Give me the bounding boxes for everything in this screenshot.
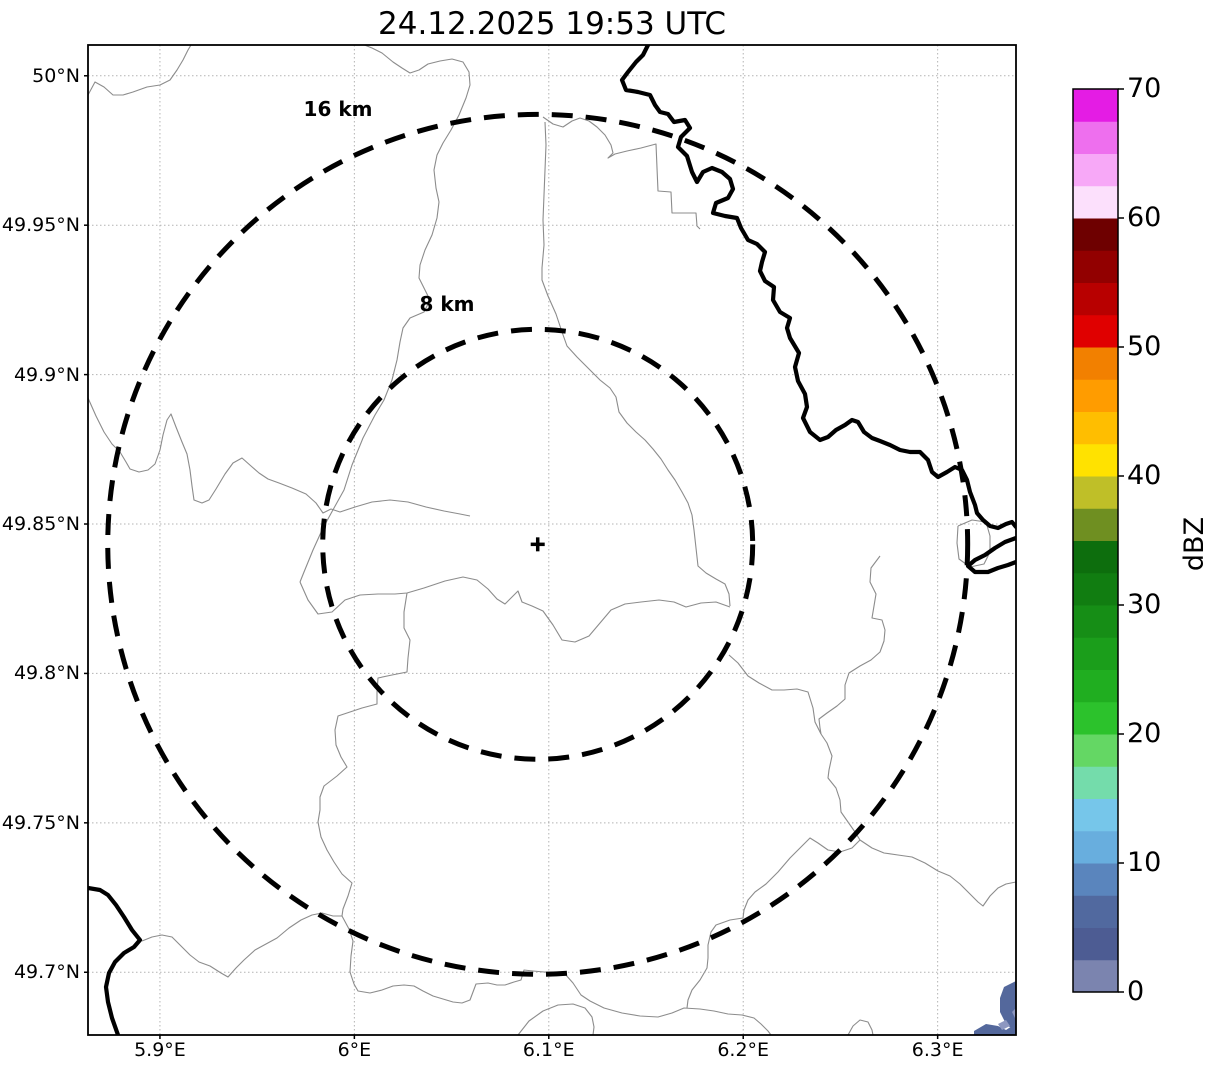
admin-boundary-line [728, 654, 822, 735]
admin-boundary-line [299, 45, 471, 583]
colorbar-segment-7.5-10dBZ [1073, 863, 1118, 896]
colorbar-tick-label-0: 0 [1127, 976, 1145, 1007]
colorbar-segment-25-27.5dBZ [1073, 637, 1118, 670]
country-border-line [965, 535, 1016, 575]
admin-boundary-line [686, 733, 861, 1009]
admin-boundary-line [141, 912, 342, 978]
colorbar-segment-65-67.5dBZ [1073, 121, 1118, 154]
x-tick-label-5.9°E: 5.9°E [134, 1039, 186, 1061]
colorbar-tick-label-40: 40 [1127, 460, 1162, 491]
colorbar-tick-label-10: 10 [1127, 847, 1162, 878]
radar-echo-patch [974, 1024, 1016, 1035]
colorbar-segment-67.5-70dBZ [1073, 89, 1118, 122]
colorbar-segment-2.5-5dBZ [1073, 927, 1118, 961]
y-tick-label-49.9°N: 49.9°N [13, 363, 80, 386]
range-ring-label-16km: 16 km [303, 97, 373, 121]
x-tick-label-6.3°E: 6.3°E [911, 1039, 964, 1061]
colorbar-segment-37.5-40dBZ [1073, 476, 1118, 509]
colorbar-tick-label-50: 50 [1127, 331, 1162, 362]
colorbar-segment-0-2.5dBZ [1073, 959, 1118, 993]
admin-boundary-line [317, 592, 772, 1035]
admin-boundary-line [88, 45, 192, 96]
admin-boundary-line [847, 1019, 874, 1035]
colorbar-segment-27.5-30dBZ [1073, 605, 1118, 638]
colorbar-tick-label-60: 60 [1127, 202, 1162, 233]
colorbar-frame [1072, 88, 1119, 993]
colorbar-segment-52.5-55dBZ [1073, 282, 1118, 316]
colorbar-segment-15-17.5dBZ [1073, 766, 1118, 799]
colorbar-segment-42.5-45dBZ [1073, 411, 1118, 445]
plot-title: 24.12.2025 19:53 UTC [378, 6, 726, 42]
y-tick-label-49.95°N: 49.95°N [1, 214, 80, 237]
y-tick-label-50°N: 50°N [32, 64, 80, 87]
radar-echo-patch [1000, 981, 1016, 1029]
admin-boundary-line [818, 555, 886, 735]
colorbar-segment-47.5-50dBZ [1073, 347, 1118, 380]
colorbar-segment-12.5-15dBZ [1073, 798, 1118, 832]
colorbar-segment-50-52.5dBZ [1073, 314, 1118, 348]
colorbar-segment-32.5-35dBZ [1073, 540, 1118, 574]
radar-echo-patch [998, 1020, 1010, 1030]
y-tick-label-49.7°N: 49.7°N [13, 961, 80, 984]
colorbar-segment-35-37.5dBZ [1073, 508, 1118, 541]
admin-boundary-line [517, 1003, 595, 1035]
colorbar-segment-60-62.5dBZ [1073, 185, 1118, 219]
admin-boundary-line [299, 576, 731, 643]
y-tick-label-49.75°N: 49.75°N [1, 811, 80, 834]
x-tick-label-6.1°E: 6.1°E [522, 1039, 575, 1061]
range-ring-label-8km: 8 km [419, 292, 475, 316]
colorbar-tick-label-20: 20 [1127, 718, 1162, 749]
y-tick-label-49.8°N: 49.8°N [13, 662, 80, 685]
range-ring-8km [320, 326, 756, 762]
colorbar-segment-30-32.5dBZ [1073, 572, 1118, 606]
colorbar-segment-57.5-60dBZ [1073, 218, 1118, 251]
plot-frame [87, 44, 1017, 1036]
colorbar-tick-label-30: 30 [1127, 589, 1162, 620]
x-tick-label-6.2°E: 6.2°E [717, 1039, 770, 1061]
admin-boundary-line [542, 116, 701, 230]
colorbar-segment-62.5-65dBZ [1073, 153, 1118, 187]
colorbar-segment-20-22.5dBZ [1073, 701, 1118, 735]
colorbar-segment-5-7.5dBZ [1073, 895, 1118, 928]
admin-boundary-line [859, 839, 1016, 907]
colorbar-segment-55-57.5dBZ [1073, 250, 1118, 283]
colorbar-segment-17.5-20dBZ [1073, 734, 1118, 767]
colorbar-axis-label: dBZ [1178, 516, 1207, 572]
colorbar-segment-45-47.5dBZ [1073, 379, 1118, 412]
map-content [88, 45, 1016, 1035]
range-ring-16km [105, 111, 971, 977]
country-border-line [88, 885, 143, 1035]
radar-echo-patch [1012, 1008, 1016, 1020]
admin-boundary-line [541, 121, 731, 607]
colorbar-segment-22.5-25dBZ [1073, 669, 1118, 703]
colorbar-tick-label-70: 70 [1127, 73, 1162, 104]
x-tick-label-6°E: 6°E [337, 1039, 372, 1061]
y-tick-label-49.85°N: 49.85°N [1, 513, 80, 535]
colorbar-segment-40-42.5dBZ [1073, 443, 1118, 477]
colorbar-segment-10-12.5dBZ [1073, 830, 1118, 864]
admin-boundary-line [88, 397, 471, 517]
admin-boundary-line [956, 519, 991, 568]
country-border-line [619, 45, 1016, 531]
